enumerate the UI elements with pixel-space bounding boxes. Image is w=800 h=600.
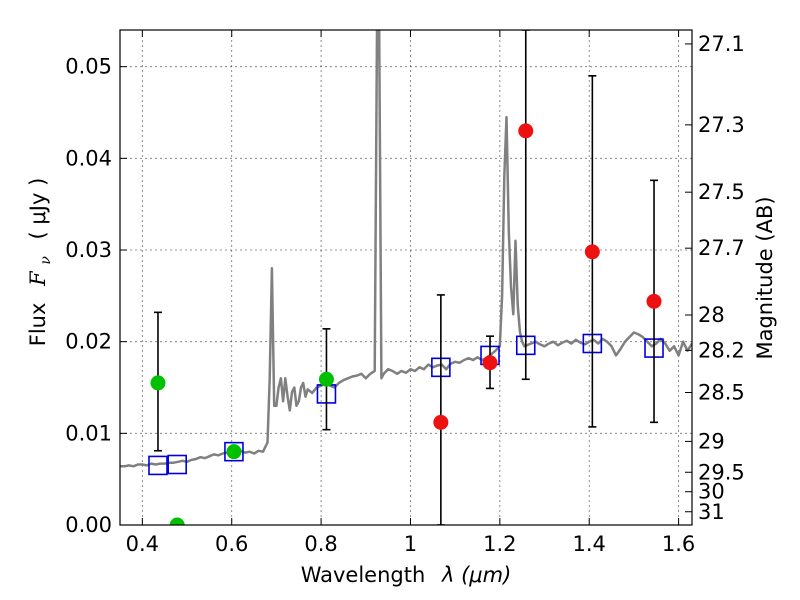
x-axis-label-symbol: λ (μm) bbox=[441, 563, 511, 587]
y2-tick-label: 28 bbox=[698, 303, 725, 327]
model-photometry-square bbox=[224, 441, 244, 462]
data-point bbox=[150, 375, 166, 391]
y-tick-label: 0.05 bbox=[65, 55, 112, 79]
x-tick-label: 0.4 bbox=[126, 532, 159, 556]
data-point bbox=[518, 123, 534, 139]
y-tick-label: 0.01 bbox=[65, 421, 112, 445]
axis-ticks: 0.4 0.6 0.8 1 1.2 1.4 1.6 0.00 0.01 0.02 0.03 0.04 0… bbox=[65, 30, 745, 556]
y2-tick-label: 28.2 bbox=[698, 338, 745, 362]
x-tick-label: 1.6 bbox=[662, 532, 695, 556]
y2-tick-label: 27.7 bbox=[698, 236, 745, 260]
x-axis-label: Wavelength λ (μm) bbox=[301, 563, 512, 587]
data-point bbox=[646, 293, 662, 309]
plot-frame bbox=[119, 29, 693, 526]
x-tick-label: 1 bbox=[404, 532, 417, 556]
model-photometry-square bbox=[167, 454, 187, 475]
y2-tick-label: 27.3 bbox=[698, 113, 745, 137]
plot-area bbox=[120, 30, 692, 525]
data-point bbox=[584, 244, 600, 260]
y-axis-label-unit: ( μJy ) bbox=[26, 178, 50, 240]
x-tick-label: 0.6 bbox=[215, 532, 248, 556]
y2-tick-label: 28.5 bbox=[698, 381, 745, 405]
y2-tick-label: 31 bbox=[698, 500, 725, 524]
data-point bbox=[169, 517, 185, 525]
y-tick-label: 0.04 bbox=[65, 146, 112, 170]
y-tick-label: 0.00 bbox=[65, 513, 112, 537]
x-tick-label: 1.4 bbox=[573, 532, 606, 556]
data-point bbox=[482, 355, 498, 371]
model-photometry-square bbox=[148, 455, 168, 476]
y-axis-label: Flux F ν ( μJy ) bbox=[26, 178, 55, 347]
y2-tick-label: 27.1 bbox=[698, 32, 745, 56]
x-axis-label-text: Wavelength bbox=[301, 563, 426, 587]
y2-tick-label: 30 bbox=[698, 480, 725, 504]
y-axis-label-text: Flux bbox=[26, 303, 50, 347]
y-tick-label: 0.03 bbox=[65, 238, 112, 262]
x-tick-label: 0.8 bbox=[304, 532, 337, 556]
y2-axis-label: Magnitude (AB) bbox=[753, 196, 777, 359]
y-axis-label-symbol: F bbox=[26, 270, 50, 287]
y2-tick-label: 29.5 bbox=[698, 460, 745, 484]
y2-tick-label: 27.5 bbox=[698, 180, 745, 204]
y2-tick-label: 29 bbox=[698, 429, 725, 453]
x-tick-label: 1.2 bbox=[483, 532, 516, 556]
data-point bbox=[226, 444, 242, 460]
y-axis-label-subscript: ν bbox=[38, 256, 54, 265]
y-tick-label: 0.02 bbox=[65, 330, 112, 354]
data-point bbox=[433, 414, 449, 430]
data-point bbox=[318, 371, 334, 387]
